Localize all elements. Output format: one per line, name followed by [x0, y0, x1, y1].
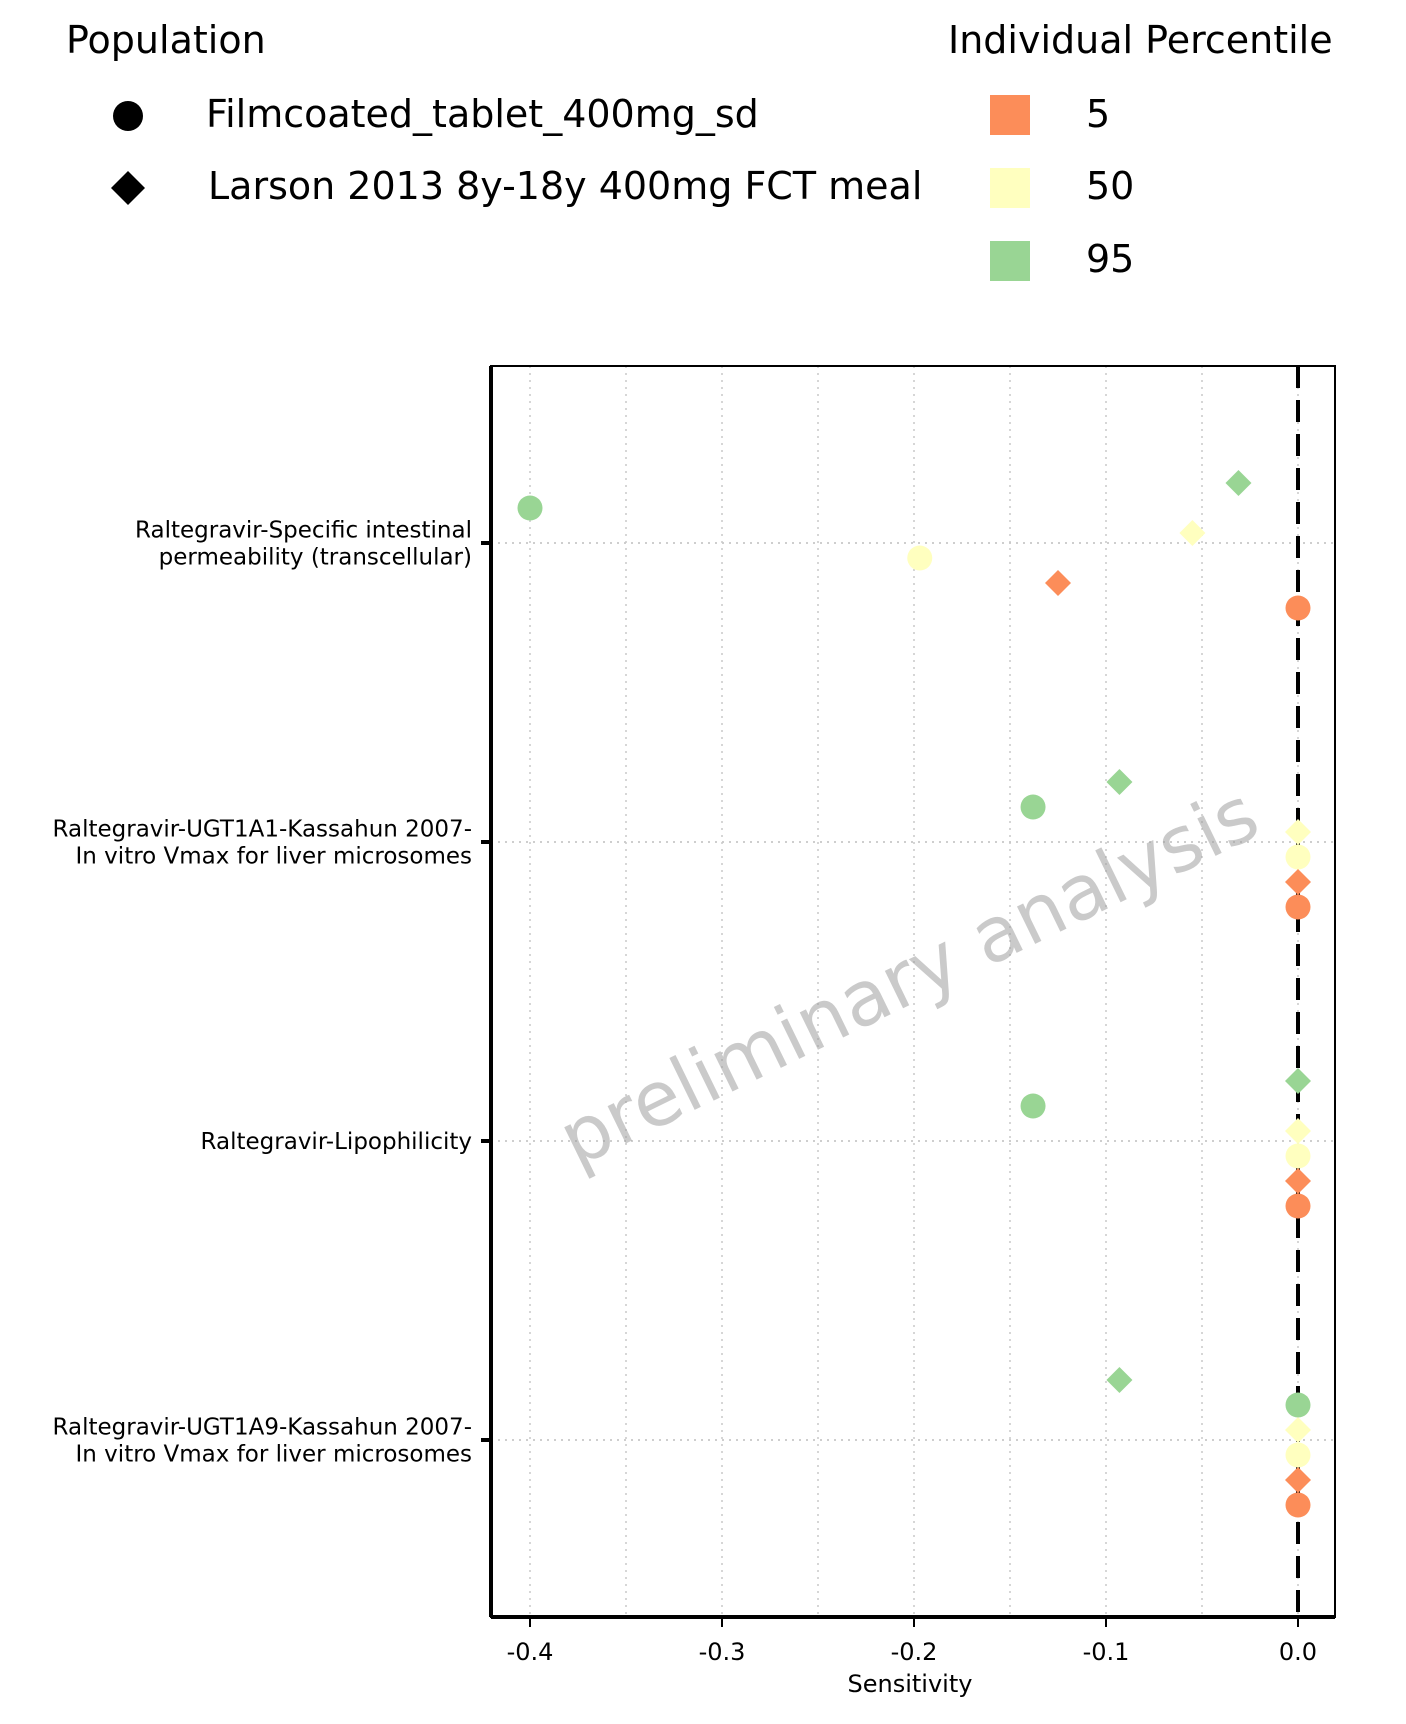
point-95-diamond-0 — [1225, 470, 1252, 496]
point-50-circle-0 — [907, 545, 933, 571]
x-axis-label: Sensitivity — [848, 1670, 973, 1698]
point-95-diamond-2 — [1285, 1068, 1311, 1094]
percentile-swatch-5 — [990, 95, 1030, 135]
point-50-circle-3 — [1285, 1442, 1311, 1468]
grid-lines — [491, 366, 1335, 1617]
point-5-diamond-1 — [1285, 869, 1311, 895]
percentile-legend-label-50: 50 — [1086, 164, 1135, 208]
y-category-label: In vitro Vmax for liver microsomes — [76, 1442, 472, 1468]
x-tick-label: -0.2 — [891, 1638, 938, 1666]
x-tick-label: -0.4 — [507, 1638, 554, 1666]
x-tick-label: 0.0 — [1279, 1638, 1317, 1666]
point-95-circle-3 — [1285, 1392, 1311, 1418]
x-tick-label: -0.1 — [1083, 1638, 1130, 1666]
percentile-legend-title: Individual Percentile — [948, 18, 1333, 62]
point-95-circle-1 — [1020, 794, 1046, 820]
diamond-icon — [111, 171, 145, 205]
point-50-circle-2 — [1285, 1143, 1311, 1169]
point-5-diamond-2 — [1285, 1168, 1311, 1194]
watermark-text: preliminary analysis — [545, 769, 1271, 1184]
circle-icon — [113, 101, 143, 131]
point-95-diamond-3 — [1106, 1367, 1133, 1393]
point-5-circle-1 — [1285, 894, 1311, 920]
population-legend-label-1: Larson 2013 8y-18y 400mg FCT meal — [208, 164, 923, 208]
percentile-legend-label-95: 95 — [1086, 237, 1135, 281]
point-50-diamond-1 — [1285, 819, 1311, 845]
population-legend-title: Population — [66, 18, 266, 62]
point-50-circle-1 — [1285, 844, 1311, 870]
y-category-label: In vitro Vmax for liver microsomes — [76, 844, 472, 870]
point-95-diamond-1 — [1106, 769, 1133, 795]
percentile-swatch-95 — [990, 241, 1030, 281]
y-category-label: Raltegravir-UGT1A1-Kassahun 2007- — [53, 817, 472, 843]
point-5-circle-3 — [1285, 1492, 1311, 1518]
data-points — [517, 470, 1311, 1518]
point-5-diamond-3 — [1285, 1467, 1311, 1493]
x-tick-label: -0.3 — [699, 1638, 746, 1666]
point-95-circle-0 — [517, 495, 543, 521]
point-50-diamond-2 — [1285, 1118, 1311, 1144]
percentile-legend-label-5: 5 — [1086, 92, 1111, 136]
point-5-diamond-0 — [1045, 570, 1071, 596]
percentile-swatch-50 — [990, 168, 1030, 208]
point-50-diamond-3 — [1285, 1417, 1311, 1443]
point-5-circle-0 — [1285, 595, 1311, 621]
point-95-circle-2 — [1020, 1093, 1046, 1119]
y-category-label: permeability (transcellular) — [159, 545, 472, 571]
y-category-label: Raltegravir-Specific intestinal — [135, 518, 472, 544]
population-legend-label-0: Filmcoated_tablet_400mg_sd — [206, 92, 759, 136]
y-category-label: Raltegravir-UGT1A9-Kassahun 2007- — [53, 1415, 472, 1441]
y-category-label: Raltegravir-Lipophilicity — [201, 1129, 472, 1155]
axis-labels: -0.4 -0.3 -0.2 -0.1 0.0 Raltegravir-Specific … — [53, 518, 1318, 1667]
axes — [481, 365, 1336, 1627]
point-5-circle-2 — [1285, 1193, 1311, 1219]
point-50-diamond-0 — [1179, 520, 1206, 546]
